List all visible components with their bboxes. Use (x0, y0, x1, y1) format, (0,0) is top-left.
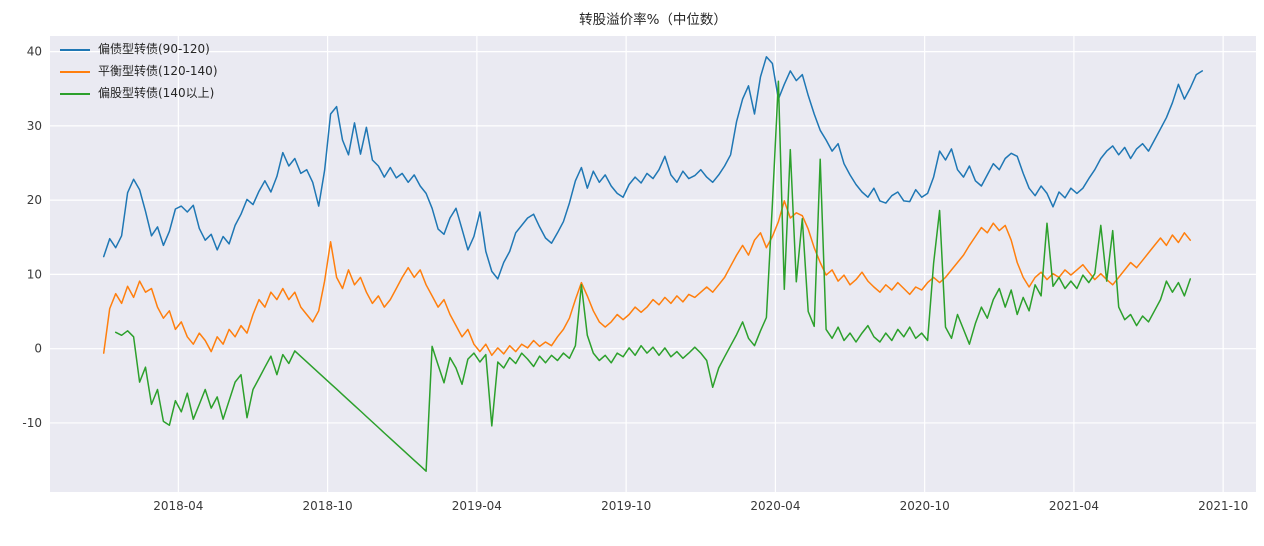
x-tick-label: 2021-10 (1198, 499, 1248, 513)
chart-title: 转股溢价率%（中位数） (579, 12, 727, 28)
series-line-0 (102, 56, 1204, 280)
x-tick-label: 2020-04 (750, 499, 800, 513)
x-tick-label: 2018-10 (303, 499, 353, 513)
series-line-2 (114, 80, 1192, 472)
legend-item: 偏股型转债(140以上) (60, 86, 218, 101)
y-tick-label: 0 (34, 342, 42, 356)
x-tick-label: 2018-04 (153, 499, 203, 513)
x-tick-label: 2019-04 (452, 499, 502, 513)
series-line-1 (102, 200, 1192, 357)
plot-area (50, 36, 1256, 492)
x-tick-label: 2020-10 (900, 499, 950, 513)
y-tick-label: 20 (27, 193, 42, 207)
x-tick-label: 2019-10 (601, 499, 651, 513)
legend: 偏债型转债(90-120) 平衡型转债(120-140) 偏股型转债(140以上… (60, 42, 218, 101)
y-tick-label: 40 (27, 45, 42, 59)
legend-label: 偏股型转债(140以上) (98, 86, 215, 100)
x-tick-label: 2021-04 (1049, 499, 1099, 513)
legend-item: 平衡型转债(120-140) (60, 64, 218, 79)
legend-swatch-line (60, 48, 90, 51)
legend-swatch-line (60, 70, 90, 73)
y-tick-label: 10 (27, 267, 42, 281)
y-tick-label: 30 (27, 119, 42, 133)
legend-label: 平衡型转债(120-140) (98, 64, 218, 78)
legend-label: 偏债型转债(90-120) (98, 42, 210, 56)
legend-item: 偏债型转债(90-120) (60, 42, 218, 57)
legend-swatch-line (60, 92, 90, 95)
y-tick-label: -10 (22, 416, 42, 430)
